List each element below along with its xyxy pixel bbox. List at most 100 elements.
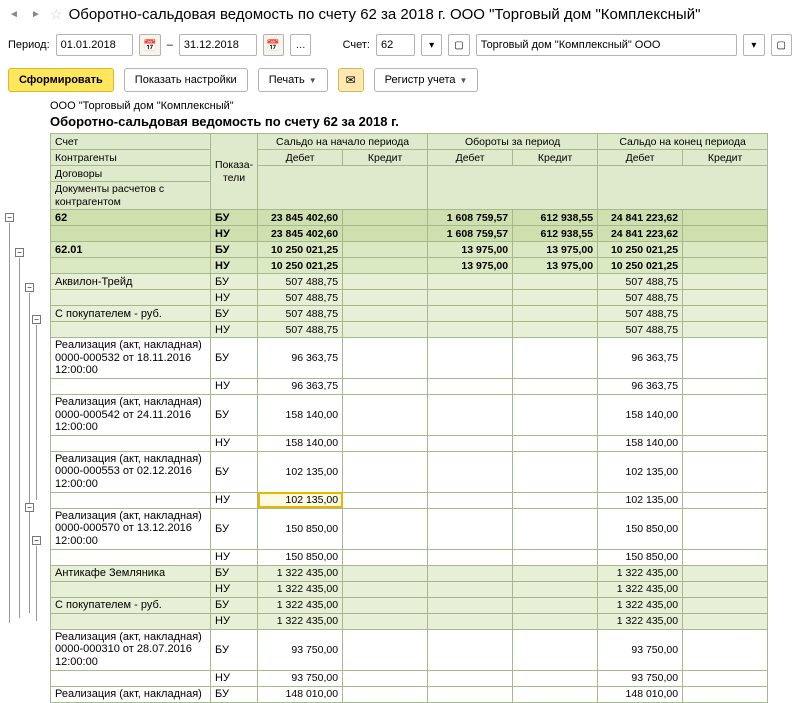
cell-value[interactable]: 507 488,75 <box>598 322 683 338</box>
cell-value[interactable]: 13 975,00 <box>428 258 513 274</box>
cell-value[interactable]: 10 250 021,25 <box>598 242 683 258</box>
tree-toggle[interactable]: − <box>15 248 24 257</box>
cell-value[interactable]: 612 938,55 <box>513 210 598 226</box>
cell-value[interactable]: 10 250 021,25 <box>258 258 343 274</box>
cell-value[interactable] <box>343 549 428 565</box>
cell-value[interactable] <box>683 306 768 322</box>
registry-button[interactable]: Регистр учета▼ <box>374 68 479 92</box>
cell-value[interactable]: 13 975,00 <box>428 242 513 258</box>
cell-value[interactable]: 24 841 223,62 <box>598 210 683 226</box>
cell-value[interactable] <box>683 210 768 226</box>
cell-value[interactable] <box>343 378 428 394</box>
favorite-icon[interactable]: ☆ <box>50 6 63 23</box>
cell-value[interactable]: 102 135,00 <box>258 451 343 492</box>
account-dropdown-icon[interactable]: ▾ <box>421 34 442 56</box>
cell-value[interactable]: 13 975,00 <box>513 242 598 258</box>
cell-value[interactable]: 13 975,00 <box>513 258 598 274</box>
tree-toggle[interactable]: − <box>25 503 34 512</box>
cell-value[interactable] <box>683 597 768 613</box>
cell-value[interactable]: 1 608 759,57 <box>428 226 513 242</box>
cell-value[interactable] <box>513 290 598 306</box>
calendar-from-icon[interactable]: 📅 <box>139 34 160 56</box>
cell-value[interactable]: 102 135,00 <box>598 492 683 508</box>
cell-value[interactable] <box>428 670 513 686</box>
cell-value[interactable]: 507 488,75 <box>258 306 343 322</box>
cell-value[interactable]: 1 608 759,57 <box>428 210 513 226</box>
cell-value[interactable]: 96 363,75 <box>258 338 343 379</box>
cell-value[interactable] <box>343 629 428 670</box>
cell-value[interactable] <box>428 274 513 290</box>
cell-value[interactable] <box>513 686 598 702</box>
cell-value[interactable] <box>683 242 768 258</box>
cell-value[interactable]: 507 488,75 <box>598 290 683 306</box>
cell-value[interactable]: 507 488,75 <box>598 306 683 322</box>
cell-value[interactable]: 1 322 435,00 <box>598 565 683 581</box>
cell-value[interactable] <box>343 435 428 451</box>
cell-value[interactable]: 24 841 223,62 <box>598 226 683 242</box>
org-dropdown-icon[interactable]: ▾ <box>743 34 764 56</box>
cell-value[interactable] <box>513 492 598 508</box>
cell-value[interactable] <box>343 306 428 322</box>
cell-value[interactable]: 1 322 435,00 <box>258 565 343 581</box>
cell-value[interactable]: 148 010,00 <box>258 686 343 702</box>
cell-value[interactable] <box>428 435 513 451</box>
cell-value[interactable] <box>428 394 513 435</box>
cell-value[interactable] <box>428 549 513 565</box>
cell-value[interactable] <box>343 394 428 435</box>
cell-value[interactable]: 93 750,00 <box>598 629 683 670</box>
cell-value[interactable]: 150 850,00 <box>598 549 683 565</box>
cell-value[interactable]: 507 488,75 <box>258 322 343 338</box>
cell-value[interactable] <box>343 242 428 258</box>
cell-value[interactable] <box>343 226 428 242</box>
cell-value[interactable]: 150 850,00 <box>258 549 343 565</box>
cell-value[interactable]: 158 140,00 <box>598 435 683 451</box>
cell-value[interactable]: 96 363,75 <box>598 378 683 394</box>
cell-value[interactable] <box>343 258 428 274</box>
cell-value[interactable]: 158 140,00 <box>598 394 683 435</box>
cell-value[interactable]: 150 850,00 <box>258 508 343 549</box>
cell-value[interactable] <box>343 597 428 613</box>
period-more-button[interactable]: … <box>290 34 311 56</box>
cell-value[interactable] <box>428 338 513 379</box>
org-open-icon[interactable]: ▢ <box>771 34 792 56</box>
cell-value[interactable] <box>343 613 428 629</box>
cell-value[interactable]: 96 363,75 <box>598 338 683 379</box>
cell-value[interactable] <box>428 686 513 702</box>
account-open-icon[interactable]: ▢ <box>448 34 469 56</box>
cell-value[interactable] <box>428 613 513 629</box>
cell-value[interactable] <box>683 565 768 581</box>
cell-value[interactable]: 1 322 435,00 <box>598 613 683 629</box>
cell-value[interactable] <box>343 290 428 306</box>
cell-value[interactable] <box>683 435 768 451</box>
cell-value[interactable] <box>513 394 598 435</box>
email-icon[interactable]: ✉ <box>338 68 364 92</box>
cell-value[interactable] <box>428 378 513 394</box>
cell-value[interactable] <box>683 258 768 274</box>
cell-value[interactable] <box>513 565 598 581</box>
cell-value[interactable]: 93 750,00 <box>258 629 343 670</box>
cell-value[interactable] <box>513 338 598 379</box>
cell-value[interactable] <box>513 670 598 686</box>
cell-value[interactable] <box>683 322 768 338</box>
date-to-field[interactable]: 31.12.2018 <box>179 34 257 56</box>
cell-value[interactable]: 612 938,55 <box>513 226 598 242</box>
cell-value[interactable]: 1 322 435,00 <box>258 581 343 597</box>
cell-value[interactable]: 23 845 402,60 <box>258 226 343 242</box>
cell-value[interactable] <box>683 549 768 565</box>
cell-value[interactable] <box>513 508 598 549</box>
cell-value[interactable] <box>683 226 768 242</box>
cell-value[interactable] <box>343 670 428 686</box>
cell-value[interactable] <box>513 322 598 338</box>
cell-value[interactable] <box>428 451 513 492</box>
account-field[interactable]: 62 <box>376 34 415 56</box>
cell-value[interactable]: 150 850,00 <box>598 508 683 549</box>
cell-value[interactable]: 93 750,00 <box>598 670 683 686</box>
cell-value[interactable] <box>343 492 428 508</box>
cell-value[interactable]: 10 250 021,25 <box>598 258 683 274</box>
tree-toggle[interactable]: − <box>32 536 41 545</box>
cell-value[interactable] <box>428 629 513 670</box>
cell-value[interactable] <box>428 306 513 322</box>
run-button[interactable]: Сформировать <box>8 68 114 92</box>
cell-value[interactable]: 507 488,75 <box>258 274 343 290</box>
cell-value[interactable]: 148 010,00 <box>598 686 683 702</box>
